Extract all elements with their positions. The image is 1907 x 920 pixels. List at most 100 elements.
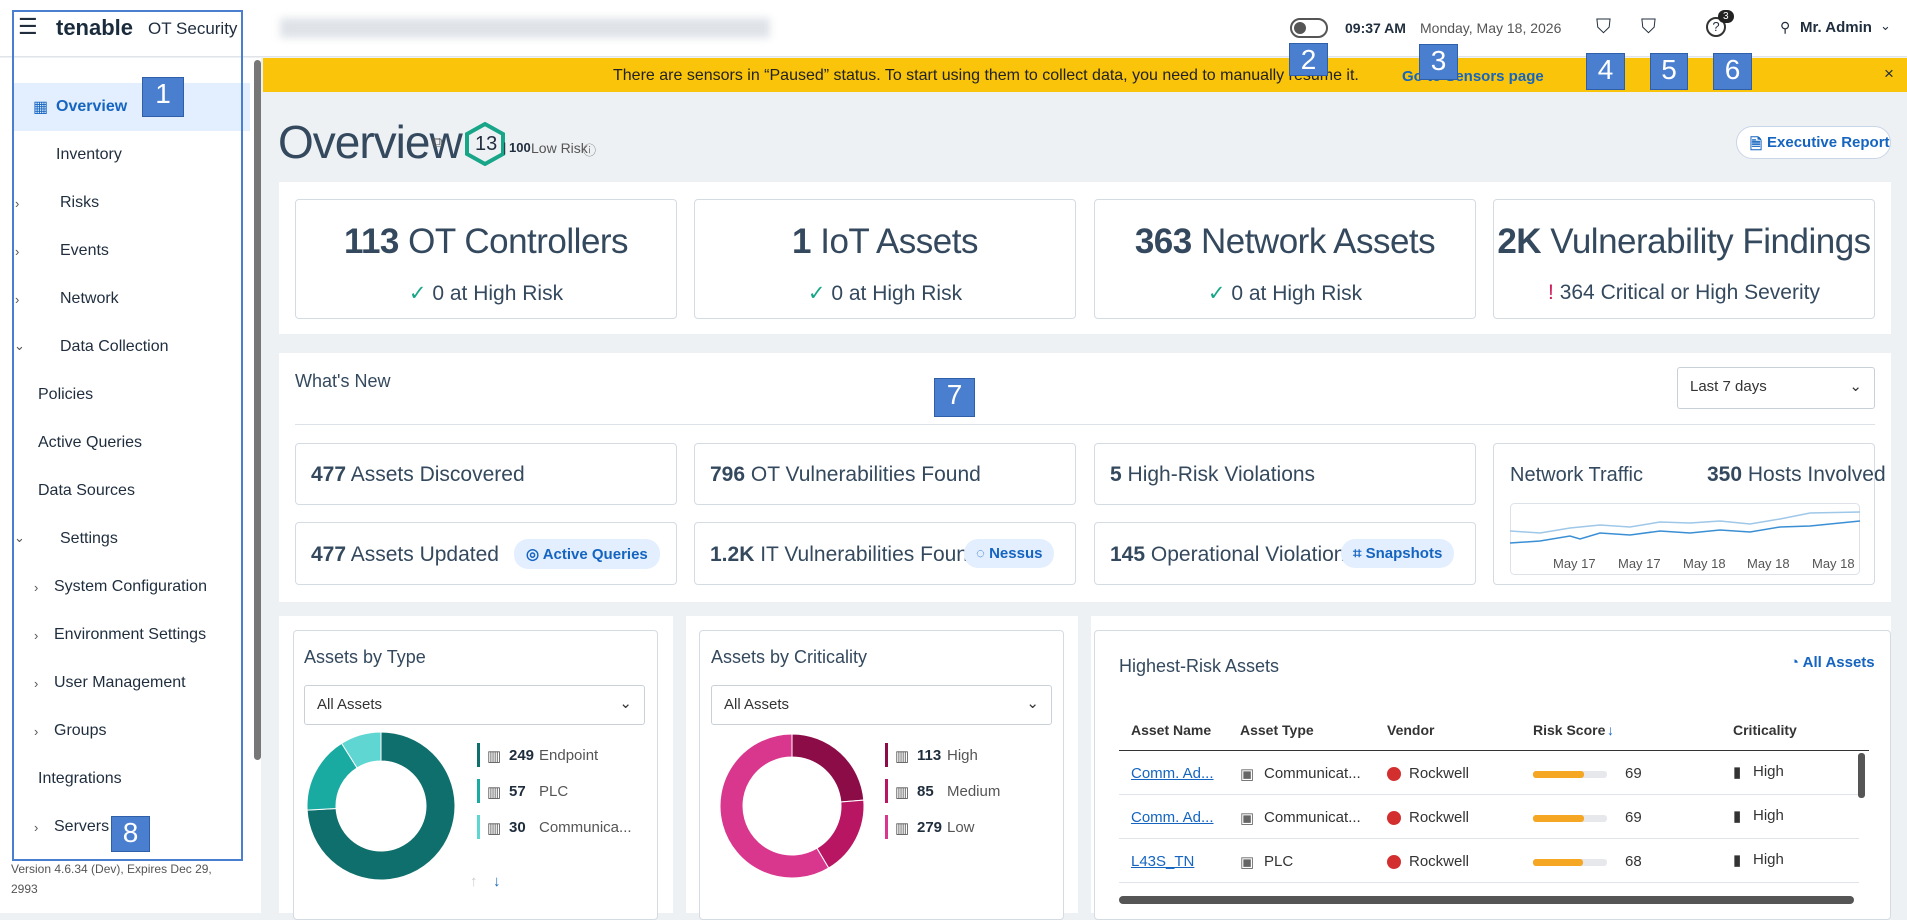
nav-item[interactable]: Events	[60, 242, 109, 259]
scroll-down[interactable]: ↓	[493, 873, 501, 890]
type-filter[interactable]: All Assets ⌄	[304, 685, 645, 725]
nav-item[interactable]: Integrations	[38, 770, 122, 787]
metric-count: 796	[710, 463, 746, 486]
ok-icon: ✓	[408, 282, 427, 305]
nav-item[interactable]: Overview	[56, 98, 128, 115]
annotation-frame	[12, 10, 243, 861]
asset-type: PLC	[1264, 853, 1294, 870]
nav-item[interactable]: Data Sources	[38, 482, 135, 499]
action-pill[interactable]: ⌗ Snapshots	[1341, 539, 1455, 568]
column-header[interactable]: Criticality	[1733, 722, 1797, 738]
nav-chevron: ›	[15, 196, 20, 211]
summary-status-text: 364 Critical or High Severity	[1559, 281, 1820, 304]
type-title: Assets by Type	[304, 647, 426, 667]
search-shield-icon[interactable]: ⛉	[1641, 16, 1656, 38]
theme-toggle[interactable]	[1290, 18, 1328, 38]
annotation: 1	[142, 77, 184, 117]
banner-close[interactable]: ×	[1884, 64, 1894, 83]
criticality: High	[1753, 763, 1784, 780]
column-header[interactable]: Vendor	[1387, 722, 1435, 738]
report-button[interactable]	[1736, 126, 1891, 159]
traffic-hosts: 350 Hosts Involved	[1707, 463, 1886, 487]
vendor: Rockwell	[1409, 809, 1470, 826]
menu-button[interactable]: ☰	[18, 14, 38, 39]
nav-item[interactable]: User Management	[54, 674, 186, 691]
sparkline-frame	[1510, 503, 1860, 575]
nav-item[interactable]: Settings	[60, 530, 118, 547]
product: OT Security	[148, 19, 238, 38]
asset-name[interactable]: Comm. Ad...	[1131, 765, 1214, 782]
nav-item[interactable]: Active Queries	[38, 434, 143, 451]
action-pill[interactable]: ◌ Nessus	[964, 539, 1055, 568]
scroll-up[interactable]: ↑	[470, 873, 478, 890]
summary-card[interactable]	[1094, 199, 1476, 319]
help-icon[interactable]: ?	[1706, 17, 1726, 37]
asset-name[interactable]: Comm. Ad...	[1131, 809, 1214, 826]
table-scrollbar	[1858, 753, 1865, 798]
date: Monday, May 18, 2026	[1420, 20, 1562, 36]
metric-card[interactable]	[295, 443, 677, 505]
nav-item[interactable]: System Configuration	[54, 578, 207, 595]
shield-icon[interactable]: ⛉	[1596, 16, 1611, 38]
nav-item[interactable]: Risks	[60, 194, 100, 211]
nav-item[interactable]: Groups	[54, 722, 107, 739]
nav-item[interactable]: Inventory	[56, 146, 122, 163]
metric: 1.2K IT Vulnerabilities Found	[710, 543, 980, 567]
report-button-label[interactable]: Executive Report	[1767, 134, 1890, 151]
legend-icon: ▥	[895, 784, 910, 801]
banner	[263, 58, 1907, 92]
user-chevron: ⌄	[1880, 18, 1891, 33]
info-icon[interactable]: ⓘ	[583, 143, 597, 158]
legend-bar	[885, 779, 888, 803]
action-label[interactable]: Active Queries	[542, 546, 648, 563]
type-filter-value: All Assets	[317, 696, 383, 713]
action-label[interactable]: Nessus	[989, 545, 1043, 562]
header-line	[1119, 750, 1869, 751]
summary-status: ! 364 Critical or High Severity	[1493, 281, 1875, 305]
summary-card[interactable]	[1493, 199, 1875, 319]
all-assets-label[interactable]: All Assets	[1802, 654, 1875, 671]
vendor-icon	[1387, 767, 1401, 781]
annotation: 2	[1289, 43, 1328, 76]
donut-segment	[719, 733, 830, 879]
action-pill[interactable]: ◎ Active Queries	[514, 539, 660, 569]
nav-icon: ▦	[33, 99, 49, 116]
page-title: Overview	[278, 116, 463, 168]
traffic-label: Hosts Involved	[1747, 463, 1886, 486]
criticality-donut	[719, 733, 865, 879]
metric: 477 Assets Discovered	[311, 463, 525, 487]
nav-item[interactable]: Policies	[38, 386, 94, 403]
traffic-card[interactable]	[1493, 443, 1875, 585]
summary-card[interactable]	[295, 199, 677, 319]
metric-count: 1.2K	[710, 543, 755, 566]
nav-chevron: ›	[34, 628, 39, 643]
nav-item[interactable]: Environment Settings	[54, 626, 207, 643]
summary-status-text: 0 at High Risk	[432, 282, 564, 305]
nav-item[interactable]: Servers	[54, 818, 110, 835]
nav-item[interactable]: Data Collection	[60, 338, 169, 355]
nav-chevron: ⌄	[14, 530, 25, 545]
row-line	[1119, 794, 1859, 795]
divider	[295, 424, 1875, 425]
criticality-filter[interactable]: All Assets ⌄	[711, 685, 1052, 725]
metric-card[interactable]	[694, 443, 1076, 505]
sort-icon: ↓	[1607, 722, 1614, 738]
column-header[interactable]: Asset Name	[1131, 722, 1212, 738]
metric-card[interactable]	[1094, 443, 1476, 505]
asset-name[interactable]: L43S_TN	[1131, 853, 1195, 870]
column-header[interactable]: Risk Score	[1533, 722, 1606, 738]
user-menu[interactable]: Mr. Admin	[1800, 19, 1872, 36]
metric: 796 OT Vulnerabilities Found	[710, 463, 981, 487]
whats-new-title: What's New	[295, 371, 391, 391]
summary-label: OT Controllers	[408, 222, 629, 261]
nav-item[interactable]: Network	[60, 290, 119, 307]
summary-card[interactable]	[694, 199, 1076, 319]
summary-heading: 363 Network Assets	[1094, 222, 1476, 262]
vendor: Rockwell	[1409, 765, 1470, 782]
all-assets-link[interactable]: ◔ All Assets	[1790, 654, 1875, 671]
action-label[interactable]: Snapshots	[1365, 545, 1443, 562]
period-select[interactable]: Last 7 days ⌄	[1677, 367, 1875, 409]
column-header[interactable]: Asset Type	[1240, 722, 1314, 738]
metric-count: 5	[1110, 463, 1122, 486]
criticality-icon: ▮	[1733, 808, 1742, 825]
